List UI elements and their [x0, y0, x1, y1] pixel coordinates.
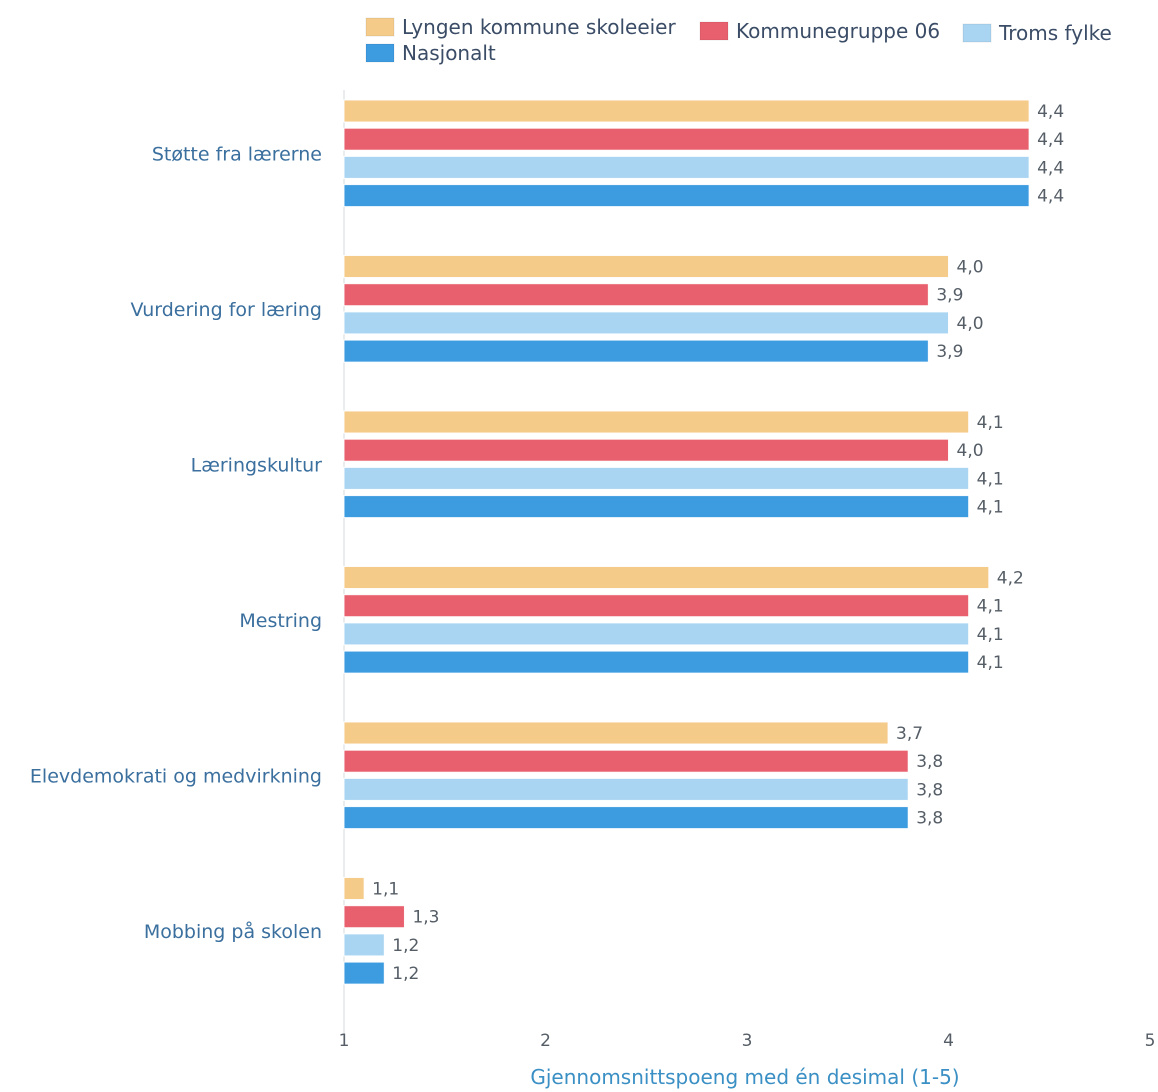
category-label: Mobbing på skolen: [144, 920, 322, 943]
bar: [343, 721, 889, 745]
data-label: 4,1: [977, 625, 1004, 645]
bar: [343, 933, 385, 957]
data-label: 1,1: [372, 880, 399, 900]
data-label: 4,4: [1037, 102, 1064, 122]
category-label: Mestring: [239, 610, 322, 632]
legend-label: Lyngen kommune skoleeier: [402, 15, 676, 39]
category-label: Læringskultur: [191, 454, 323, 476]
bar: [343, 594, 970, 618]
legend-item[interactable]: Kommunegruppe 06: [699, 19, 940, 43]
data-label: 1,2: [392, 936, 419, 956]
bar: [343, 184, 1030, 208]
x-tick-label: 1: [339, 1031, 350, 1051]
x-tick-label: 2: [540, 1031, 551, 1051]
bar: [343, 255, 949, 278]
data-label: 4,1: [977, 413, 1004, 433]
data-label: 3,8: [916, 809, 943, 829]
data-label: 4,1: [977, 469, 1004, 489]
x-axis-title: Gjennomsnittspoeng med én desimal (1-5): [530, 1065, 959, 1089]
bar: [343, 283, 929, 307]
data-label: 3,8: [916, 780, 943, 800]
bar: [343, 466, 970, 490]
x-axis: 1 2 3 4 5: [339, 1031, 1156, 1051]
data-label: 4,1: [977, 597, 1004, 617]
bar: [343, 127, 1030, 151]
data-label: 4,0: [957, 258, 984, 278]
legend-swatch: [365, 43, 395, 63]
legend-label: Kommunegruppe 06: [736, 19, 940, 43]
legend: Lyngen kommune skoleeier Kommunegruppe 06…: [365, 15, 1112, 65]
legend-swatch: [365, 17, 395, 37]
bar: [343, 339, 929, 363]
x-tick-label: 3: [742, 1031, 753, 1051]
bar: [343, 877, 365, 900]
category-label: Elevdemokrati og medvirkning: [30, 765, 322, 787]
bar: [343, 777, 909, 801]
x-tick-label: 5: [1145, 1031, 1156, 1051]
data-label: 3,8: [916, 752, 943, 772]
bar: [343, 806, 909, 830]
bar: [343, 99, 1030, 123]
category-label: Vurdering for læring: [130, 299, 322, 321]
legend-swatch: [962, 23, 992, 43]
bar: [343, 622, 970, 646]
bar: [343, 410, 970, 434]
data-label: 4,2: [997, 569, 1024, 589]
data-label: 4,0: [957, 441, 984, 461]
data-label: 4,4: [1037, 130, 1064, 150]
data-label: 4,4: [1037, 187, 1064, 207]
data-label: 3,9: [936, 342, 963, 362]
data-label: 4,0: [957, 314, 984, 334]
bar: [343, 905, 405, 929]
x-tick-label: 4: [943, 1031, 954, 1051]
data-label: 3,9: [936, 286, 963, 306]
bar: [343, 438, 949, 462]
bar: [343, 650, 970, 674]
data-label: 1,3: [412, 908, 439, 928]
bar: [343, 961, 385, 985]
legend-item[interactable]: Troms fylke: [962, 21, 1112, 45]
category-label: Støtte fra lærerne: [152, 143, 322, 165]
bar: [343, 495, 970, 519]
data-label: 3,7: [896, 724, 923, 744]
legend-item[interactable]: Lyngen kommune skoleeier: [365, 15, 676, 39]
data-label: 4,4: [1037, 158, 1064, 178]
bar: [343, 155, 1030, 179]
legend-swatch: [699, 21, 729, 41]
legend-label: Nasjonalt: [402, 41, 496, 65]
data-label: 1,2: [392, 964, 419, 984]
legend-item[interactable]: Nasjonalt: [365, 41, 496, 65]
bar: [343, 749, 909, 773]
plot-area: Støtte fra lærerne 4,4 4,4 4,4 4,4 Vurdering …: [30, 90, 1064, 1033]
legend-label: Troms fylke: [998, 21, 1112, 45]
data-label: 4,1: [977, 653, 1004, 673]
bar: [343, 566, 990, 589]
bar: [343, 311, 949, 335]
data-label: 4,1: [977, 498, 1004, 518]
